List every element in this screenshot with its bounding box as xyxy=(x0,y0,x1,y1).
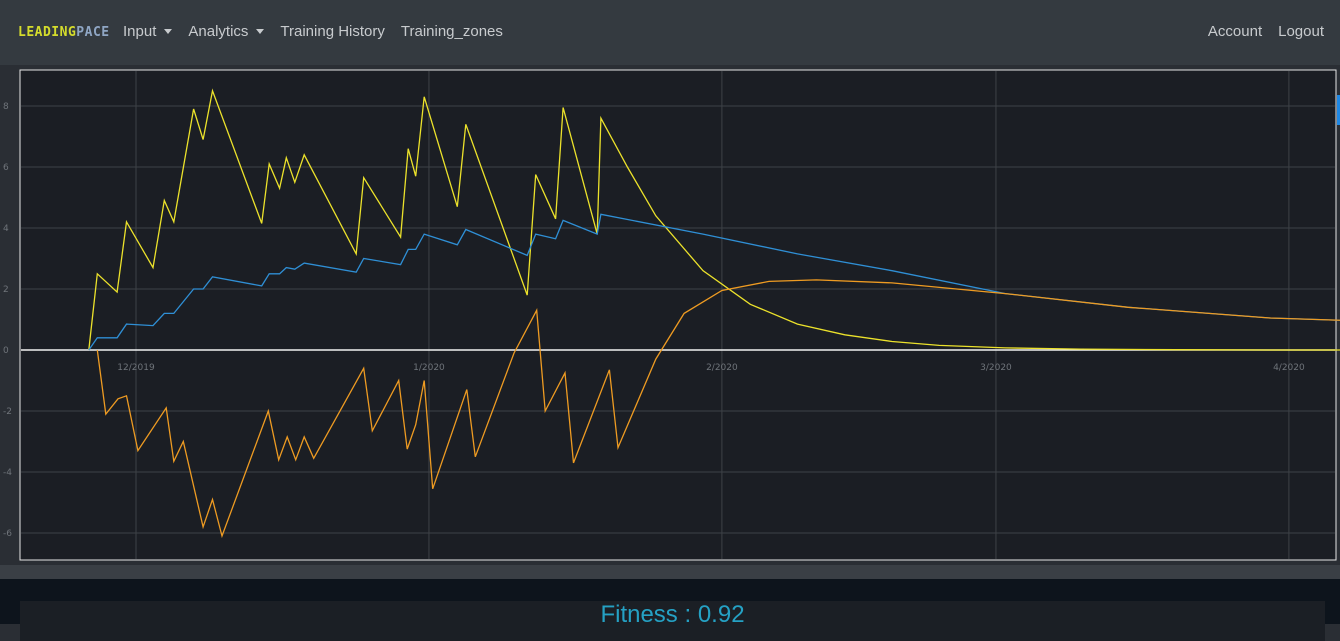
caret-down-icon xyxy=(164,28,173,34)
performance-chart[interactable]: -6 -4 -2 0 2 4 6 8 12/2019 1/2020 2/2020 3/2020 4/20… xyxy=(0,65,1340,565)
form-line xyxy=(96,279,1340,539)
nav-input-dropdown[interactable]: Input xyxy=(123,22,173,42)
chart-svg: -6 -4 -2 0 2 4 6 8 12/2019 1/2020 2/2020 3/2020 4/20… xyxy=(3,69,1340,561)
nav-analytics-label: Analytics xyxy=(188,23,249,40)
fitness-line xyxy=(88,213,1340,351)
caret-down-icon xyxy=(256,28,265,34)
grid-lines xyxy=(21,71,1335,559)
axis-labels: -6 -4 -2 0 2 4 6 8 12/2019 1/2020 2/2020 3/2020 4/20… xyxy=(3,102,1305,539)
x-tick-label: 4/2020 xyxy=(1273,363,1305,373)
fitness-readout: Fitness : 0.92 xyxy=(0,601,1340,629)
nav-account[interactable]: Account xyxy=(1207,23,1263,40)
y-tick-label: 2 xyxy=(3,285,9,295)
nav-training-history[interactable]: Training History xyxy=(280,23,385,40)
x-tick-label: 1/2020 xyxy=(413,363,445,373)
brand-leading: LEADING xyxy=(18,25,77,40)
nav-right: Account Logout xyxy=(1192,22,1324,42)
top-navbar: LEADING PACE Input Analytics Training His… xyxy=(0,0,1340,65)
nav-left: Input Analytics Training History Trainin… xyxy=(123,22,519,42)
y-tick-label: -4 xyxy=(3,468,12,478)
fitness-panel: Fitness : 0.92 xyxy=(0,579,1340,641)
nav-logout[interactable]: Logout xyxy=(1278,23,1324,40)
y-tick-label: 6 xyxy=(3,163,9,173)
plot-area xyxy=(19,69,1337,561)
x-tick-label: 3/2020 xyxy=(980,363,1012,373)
brand-pace: PACE xyxy=(76,25,110,40)
y-tick-label: -6 xyxy=(3,529,12,539)
scroll-indicator[interactable] xyxy=(1337,95,1340,125)
y-tick-label: -2 xyxy=(3,407,12,417)
fitness-separator: : xyxy=(677,601,698,628)
fatigue-line xyxy=(88,88,1340,351)
series-lines xyxy=(88,88,1340,539)
y-tick-label: 8 xyxy=(3,102,9,112)
brand-logo[interactable]: LEADING PACE xyxy=(18,25,110,40)
y-tick-label: 4 xyxy=(3,224,9,234)
x-tick-label: 2/2020 xyxy=(706,363,738,373)
y-tick-label: 0 xyxy=(3,346,9,356)
x-tick-label: 12/2019 xyxy=(117,363,155,373)
nav-analytics-dropdown[interactable]: Analytics xyxy=(188,22,265,42)
nav-training-zones[interactable]: Training_zones xyxy=(400,23,503,40)
divider-band xyxy=(0,565,1340,579)
nav-input-label: Input xyxy=(123,23,157,40)
